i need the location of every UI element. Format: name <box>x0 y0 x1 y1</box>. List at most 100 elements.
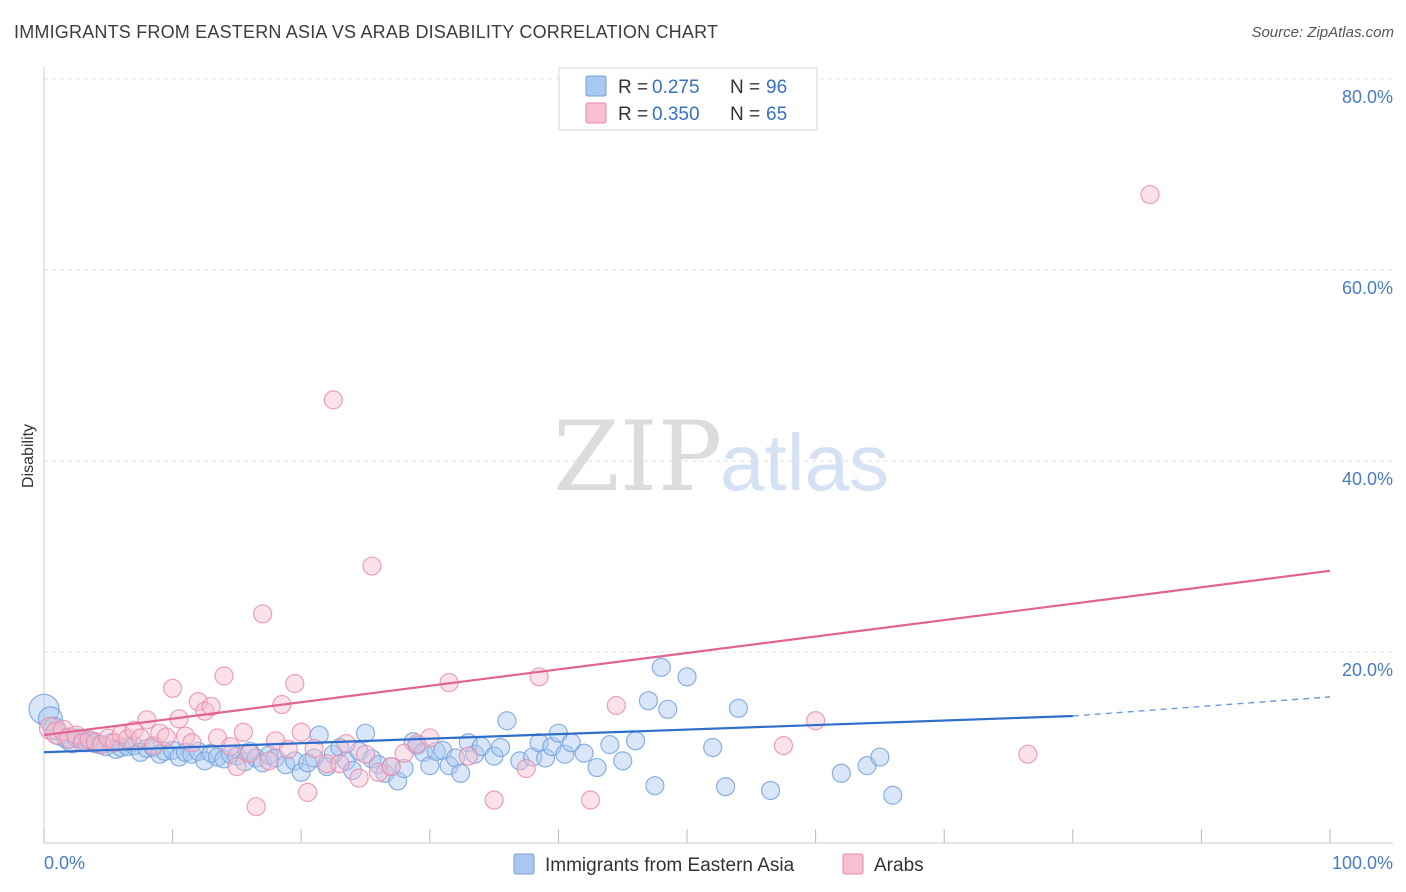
pink-data-point <box>227 756 247 777</box>
y-tick-labels: 20.0% 40.0% 60.0% 80.0% <box>1342 87 1393 680</box>
pink-data-point <box>124 720 144 740</box>
blue-data-point <box>195 751 215 771</box>
pink-data-point <box>156 727 176 747</box>
y-tick-label: 20.0% <box>1342 660 1393 680</box>
pink-data-point <box>291 722 311 742</box>
blue-data-point <box>638 691 659 711</box>
blue-data-point <box>831 763 851 783</box>
pink-data-point <box>805 711 826 731</box>
x-tick-label-min: 0.0% <box>44 853 85 873</box>
y-tick-label: 80.0% <box>1342 87 1393 107</box>
blue-data-point <box>715 777 736 797</box>
pink-data-point <box>240 743 260 763</box>
series-legend-label-blue: Immigrants from Eastern Asia <box>545 855 795 876</box>
blue-data-point <box>574 743 594 763</box>
blue-data-point <box>613 751 633 771</box>
blue-data-point <box>451 763 471 783</box>
pink-data-point <box>394 743 414 763</box>
blue-data-point <box>510 751 530 771</box>
pink-data-point <box>336 734 356 754</box>
legend-n-value-pink: 65 <box>766 104 787 125</box>
y-tick-label: 40.0% <box>1342 469 1393 489</box>
pink-data-point <box>330 754 350 774</box>
blue-data-point <box>870 747 890 767</box>
series-legend: Immigrants from Eastern Asia Arabs <box>513 853 924 876</box>
blue-data-point <box>645 776 665 796</box>
pink-data-point <box>362 556 382 576</box>
blue-data-point <box>728 698 749 718</box>
source-credit: Source: ZipAtlas.com <box>1251 24 1394 41</box>
blue-data-point <box>883 785 903 805</box>
x-tick-labels: 0.0% 100.0% <box>44 853 1393 873</box>
pink-data-point <box>298 782 318 802</box>
pink-data-point <box>246 797 266 817</box>
blue-data-point <box>600 735 620 755</box>
trend-lines <box>43 569 1331 754</box>
pink-data-point <box>355 744 376 764</box>
legend-r-label-pink: R = <box>618 104 648 125</box>
y-axis-title: Disability <box>20 424 37 488</box>
pink-data-point <box>285 673 305 694</box>
pink-data-point <box>606 695 626 716</box>
chart-title: IMMIGRANTS FROM EASTERN ASIA VS ARAB DIS… <box>14 22 719 42</box>
stats-legend: R = 0.275 N = 96 R = 0.350 N = 65 <box>558 67 818 131</box>
pink-data-point <box>349 768 369 788</box>
watermark-atlas: atlas <box>720 418 889 507</box>
blue-data-point <box>555 744 575 764</box>
pink-data-point <box>458 746 478 766</box>
legend-n-value-blue: 96 <box>766 77 787 98</box>
watermark-zip: ZIP <box>553 401 722 513</box>
pink-data-point <box>1018 744 1038 764</box>
pink-data-point <box>484 790 504 810</box>
blue-data-point <box>658 699 678 719</box>
blue-data-point <box>651 657 671 677</box>
legend-r-value-pink: 0.350 <box>652 104 700 125</box>
pink-data-point <box>323 390 343 410</box>
pink-data-point <box>188 692 208 712</box>
blue-data-point <box>587 757 607 778</box>
pink-data-point <box>214 666 234 686</box>
legend-r-value-blue: 0.275 <box>652 77 700 98</box>
blue-data-point <box>388 771 408 791</box>
watermark: ZIP atlas <box>553 401 889 513</box>
blue-data-point <box>703 737 723 758</box>
pink-data-point <box>259 751 279 771</box>
blue-data-point <box>490 737 511 758</box>
blue-data-point <box>439 756 459 776</box>
pink-trend-line <box>43 569 1331 737</box>
legend-n-label-pink: N = <box>730 104 760 125</box>
legend-r-label-blue: R = <box>618 77 648 98</box>
pink-data-point <box>137 710 157 730</box>
pink-data-point <box>233 722 253 742</box>
pink-data-point <box>163 678 183 698</box>
legend-n-label-blue: N = <box>730 77 760 98</box>
y-tick-label: 60.0% <box>1342 278 1393 298</box>
pink-data-point <box>516 758 536 779</box>
pink-data-point <box>580 790 601 810</box>
pink-data-point <box>773 735 794 756</box>
pink-data-point <box>182 733 202 753</box>
blue-data-point <box>625 731 646 751</box>
grid <box>44 78 1393 653</box>
pink-data-point <box>1140 184 1160 205</box>
blue-data-point <box>355 723 376 743</box>
blue-data-point <box>535 748 556 768</box>
blue-data-point <box>420 756 440 776</box>
x-tick-label-max: 100.0% <box>1332 853 1393 873</box>
legend-swatch-pink <box>585 102 607 124</box>
blue-data-point <box>760 780 781 801</box>
blue-data-point <box>497 711 517 731</box>
series-legend-swatch-blue <box>513 853 535 875</box>
blue-trend-extension <box>1072 696 1331 717</box>
scatter-points <box>28 184 1160 817</box>
series-legend-label-pink: Arabs <box>874 855 924 876</box>
series-legend-swatch-pink <box>842 853 864 875</box>
pink-data-point <box>201 696 221 717</box>
legend-swatch-blue <box>585 75 607 97</box>
blue-data-point <box>291 762 311 782</box>
pink-data-point <box>253 604 273 624</box>
blue-trend-line <box>43 714 1073 754</box>
blue-data-point <box>677 667 697 687</box>
pink-data-point <box>381 756 401 777</box>
